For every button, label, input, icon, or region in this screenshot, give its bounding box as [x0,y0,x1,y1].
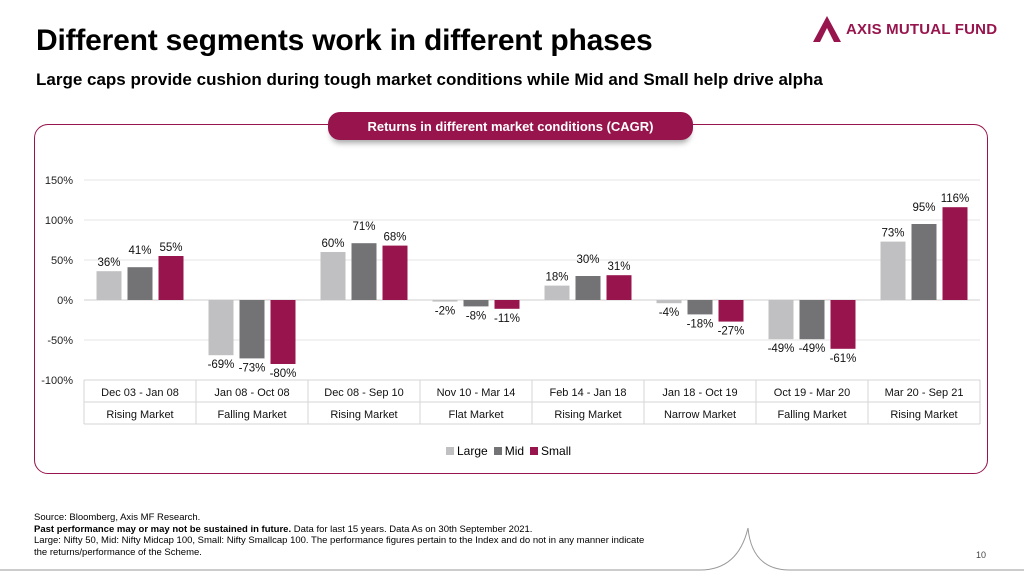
bar-small [606,275,632,300]
bar-mid [687,300,713,315]
bar-large [656,300,682,304]
bar-mid [127,267,153,300]
category-label: Nov 10 - Mar 14 [437,387,516,399]
bar-large [208,300,234,356]
bar-small [382,245,408,300]
legend-label-large: Large [457,444,488,458]
footer-divider [0,527,1024,571]
legend-label-mid: Mid [504,444,525,458]
category-label: Jan 08 - Oct 08 [214,387,289,399]
category-label: Oct 19 - Mar 20 [774,387,850,399]
axis-logo: AXIS MUTUAL FUND [812,14,997,44]
page-title: Different segments work in different pha… [36,24,653,57]
bar-small [158,256,184,300]
data-label: -11% [494,313,520,325]
y-tick-label: 50% [51,255,73,267]
category-label: Dec 03 - Jan 08 [101,387,179,399]
y-tick-label: -50% [47,335,73,347]
y-tick-label: 150% [45,175,73,187]
data-label: -27% [718,326,745,338]
category-sublabel: Falling Market [217,409,286,421]
legend-item-large: Large [446,444,488,458]
data-label: 18% [545,272,568,284]
data-label: -73% [239,362,266,374]
bar-mid [911,224,937,300]
axis-logo-icon [813,16,841,42]
legend-item-small: Small [530,444,571,458]
logo-text: AXIS MUTUAL FUND [846,20,998,38]
bar-mid [575,276,601,300]
category-label: Mar 20 - Sep 21 [885,387,964,399]
footer-disclaimer: Past performance may or may not be susta… [34,524,734,536]
y-tick-label: 0% [57,295,73,307]
data-label: 60% [321,238,344,250]
category-sublabel: Flat Market [448,409,503,421]
category-label: Jan 18 - Oct 19 [662,387,737,399]
data-label: 73% [881,228,904,240]
footer-notes: Source: Bloomberg, Axis MF Research. Pas… [34,512,734,558]
data-label: -49% [799,343,826,355]
data-label: 68% [383,232,406,244]
category-label: Feb 14 - Jan 18 [549,387,626,399]
data-label: -49% [768,343,795,355]
chart-legend: Large Mid Small [446,444,571,458]
data-label: -8% [466,310,486,322]
bar-small [270,300,296,364]
bar-small [494,300,520,309]
bar-large [432,300,458,302]
legend-swatch-small [530,447,539,455]
data-label: 95% [912,202,935,214]
bar-small [718,300,744,322]
bar-small [942,207,968,300]
page-number: 10 [976,550,987,560]
category-sublabel: Rising Market [330,409,397,421]
footer-disclaimer-bold: Past performance may or may not be susta… [34,523,292,535]
category-sublabel: Rising Market [554,409,621,421]
legend-item-mid: Mid [493,444,525,458]
data-label: -80% [270,368,297,380]
footer-disclaimer-rest: Data for last 15 years. Data As on 30th … [291,523,533,535]
y-tick-label: 100% [45,215,73,227]
bar-mid [239,300,265,359]
bar-large [96,271,122,300]
footer-source: Source: Bloomberg, Axis MF Research. [34,512,201,523]
category-sublabel: Rising Market [890,409,957,421]
legend-swatch-mid [493,447,502,455]
bar-large [768,300,794,340]
bar-small [830,300,856,349]
chart-panel-title: Returns in different market conditions (… [328,112,693,140]
category-label: Dec 08 - Sep 10 [324,387,404,399]
legend-label-small: Small [541,444,572,458]
bar-mid [799,300,825,340]
bar-mid [351,243,377,300]
legend-swatch-large [446,447,454,455]
data-label: 31% [607,261,630,273]
data-label: -61% [830,353,857,365]
data-label: 41% [128,245,151,257]
bar-large [544,285,570,300]
data-label: 116% [941,193,970,205]
bar-large [320,252,346,300]
footer-index-note: Large: Nifty 50, Mid: Nifty Midcap 100, … [34,535,645,546]
data-label: 36% [97,257,120,269]
category-sublabel: Narrow Market [664,409,736,421]
data-label: -2% [435,306,455,318]
footer-index-note-2: the returns/performance of the Scheme. [34,546,202,558]
category-sublabel: Falling Market [777,409,846,421]
page-subtitle: Large caps provide cushion during tough … [36,70,823,89]
bar-mid [463,300,489,307]
data-label: 55% [159,242,182,254]
data-label: 30% [576,254,599,266]
bar-large [880,241,906,300]
data-label: -4% [659,307,679,319]
y-tick-label: -100% [41,375,73,387]
data-label: -69% [208,359,235,371]
data-label: 71% [352,221,375,233]
category-sublabel: Rising Market [106,409,173,421]
data-label: -18% [687,318,714,330]
